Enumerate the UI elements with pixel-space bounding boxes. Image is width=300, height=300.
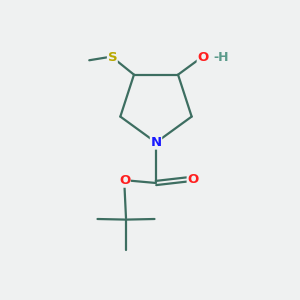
Text: -H: -H [214, 51, 229, 64]
Text: N: N [150, 136, 162, 149]
Text: O: O [197, 51, 208, 64]
Text: S: S [107, 51, 117, 64]
Text: O: O [119, 174, 130, 187]
Text: O: O [187, 173, 199, 186]
